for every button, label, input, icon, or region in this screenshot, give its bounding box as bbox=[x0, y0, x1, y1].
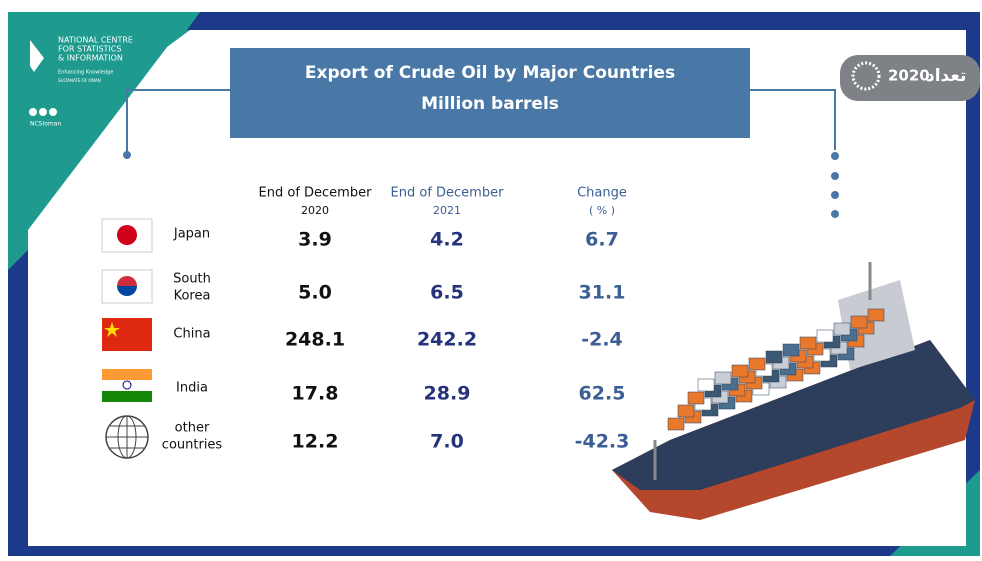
cell-value: 7.0 bbox=[430, 431, 464, 453]
column-header: 2020 bbox=[301, 204, 329, 217]
cell-value: 12.2 bbox=[292, 431, 339, 453]
flag-india bbox=[102, 369, 152, 380]
container bbox=[782, 343, 800, 357]
column-header: ( % ) bbox=[589, 204, 615, 217]
country-name: countries bbox=[162, 438, 223, 453]
flag-india bbox=[102, 380, 152, 391]
flags bbox=[101, 218, 153, 459]
cell-value: 31.1 bbox=[579, 282, 626, 304]
container bbox=[833, 322, 851, 336]
connector-dot bbox=[831, 210, 839, 218]
column-header: 2021 bbox=[433, 204, 461, 217]
social-icon bbox=[39, 108, 47, 116]
column-header: End of December bbox=[259, 186, 373, 201]
connector-dot bbox=[831, 191, 839, 199]
cell-value: -42.3 bbox=[575, 431, 630, 453]
ship-hull-top bbox=[612, 340, 975, 490]
cell-value: -2.4 bbox=[581, 329, 623, 351]
cell-value: 248.1 bbox=[285, 329, 345, 351]
logo-country: SULTANATE OF OMAN bbox=[58, 78, 101, 83]
container bbox=[850, 315, 868, 329]
container bbox=[677, 404, 695, 418]
container bbox=[867, 308, 885, 322]
container bbox=[687, 391, 705, 405]
logo-word: تعداد bbox=[926, 66, 966, 86]
social-handle: NCSIoman bbox=[30, 121, 61, 128]
cell-value: 28.9 bbox=[424, 383, 471, 405]
flag-korea bbox=[101, 269, 153, 304]
country-name: other bbox=[175, 421, 210, 436]
logo-text: FOR STATISTICS bbox=[58, 45, 121, 54]
flag-china-star bbox=[104, 322, 120, 337]
logo-mark bbox=[851, 61, 881, 91]
container bbox=[714, 371, 732, 385]
subtitle: Million barrels bbox=[421, 94, 559, 114]
container bbox=[765, 350, 783, 364]
flag-korea-taeguk bbox=[117, 276, 137, 286]
logo-mark bbox=[30, 40, 44, 72]
census-logo: 2020 تعداد bbox=[840, 55, 980, 101]
connectors bbox=[126, 89, 836, 153]
flag-japan-sun bbox=[117, 225, 137, 245]
logo-tagline: Enhancing Knowledge bbox=[58, 70, 113, 76]
cell-value: 4.2 bbox=[430, 229, 464, 251]
connector-dot bbox=[123, 151, 131, 159]
logo-text: NATIONAL CENTRE bbox=[58, 36, 133, 45]
flag-india bbox=[102, 391, 152, 402]
connector-dot bbox=[831, 172, 839, 180]
ship-bridge bbox=[838, 280, 915, 370]
container bbox=[816, 329, 834, 343]
cell-value: 17.8 bbox=[292, 383, 339, 405]
social-icon bbox=[29, 108, 37, 116]
title-box bbox=[230, 48, 750, 138]
container bbox=[731, 364, 749, 378]
country-name: Japan bbox=[173, 227, 210, 242]
ship bbox=[612, 262, 975, 520]
cell-value: 3.9 bbox=[298, 229, 332, 251]
cell-value: 6.5 bbox=[430, 282, 464, 304]
flag-china bbox=[102, 318, 152, 351]
connector-dot bbox=[831, 152, 839, 160]
country-name: South bbox=[173, 272, 211, 287]
cell-value: 6.7 bbox=[585, 229, 619, 251]
container bbox=[748, 357, 766, 371]
connector-line bbox=[126, 89, 230, 153]
container bbox=[667, 417, 685, 431]
container bbox=[799, 336, 817, 350]
country-name: China bbox=[173, 327, 210, 342]
column-header: Change bbox=[577, 186, 627, 201]
connector-line bbox=[750, 89, 836, 150]
column-header: End of December bbox=[391, 186, 505, 201]
cell-value: 62.5 bbox=[579, 383, 626, 405]
cell-value: 242.2 bbox=[417, 329, 477, 351]
cell-value: 5.0 bbox=[298, 282, 332, 304]
container bbox=[697, 378, 715, 392]
logo-text: & INFORMATION bbox=[58, 54, 123, 63]
data-table: End of December 2020 End of December 2021 Ch… bbox=[162, 186, 630, 453]
country-name: India bbox=[176, 381, 208, 396]
social-icon bbox=[49, 108, 57, 116]
logo-year: 2020 bbox=[888, 67, 930, 85]
title: Export of Crude Oil by Major Countries bbox=[305, 63, 675, 83]
corner-accent bbox=[28, 30, 190, 150]
flag-korea-taeguk bbox=[117, 286, 137, 296]
country-name: Korea bbox=[174, 289, 211, 304]
ncsi-logo: NATIONAL CENTRE FOR STATISTICS & INFORMA… bbox=[29, 36, 133, 128]
logo-badge bbox=[840, 55, 980, 101]
flag-india-wheel bbox=[122, 380, 132, 390]
